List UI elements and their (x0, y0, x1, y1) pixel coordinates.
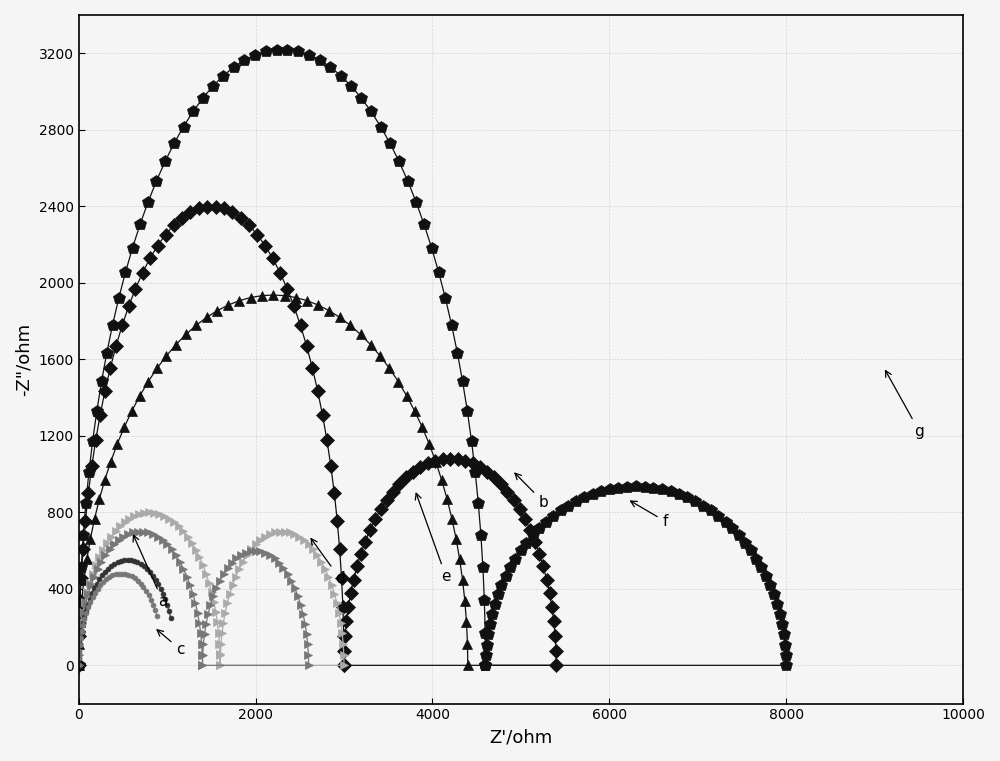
Text: f: f (631, 501, 668, 529)
Text: b: b (515, 473, 548, 510)
Text: c: c (157, 630, 184, 657)
Text: a: a (133, 535, 168, 609)
X-axis label: Z'/ohm: Z'/ohm (489, 728, 552, 746)
Text: g: g (885, 371, 924, 439)
Y-axis label: -Z"/ohm: -Z"/ohm (15, 323, 33, 396)
Text: e: e (415, 493, 451, 584)
Text: d: d (311, 539, 345, 586)
